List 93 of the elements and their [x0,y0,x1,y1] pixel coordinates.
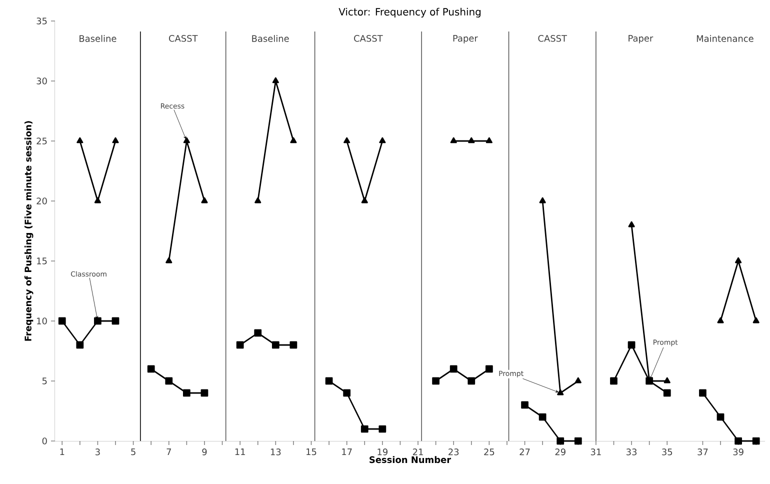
x-tick-label: 25 [484,448,494,456]
band-label: Baseline [80,35,116,42]
band-label: Paper [628,35,654,44]
chart-title: Victor: Frequency of Pushing [338,8,481,18]
band-label: Paper [453,35,478,44]
point [112,137,119,144]
point [538,413,546,421]
y-tick-label: 15 [37,258,47,264]
point [486,365,493,373]
y-tick-label: 5 [42,378,47,384]
x-tick-label: 9 [202,448,207,456]
point [468,137,475,144]
point [735,257,742,264]
point [343,389,351,397]
y-tick-label: 30 [36,78,47,84]
point [557,389,564,396]
point [272,341,280,349]
x-tick-label: 31 [590,448,601,456]
x-tick-label: 19 [378,448,388,456]
x-tick-label: 13 [270,448,281,456]
point [486,137,492,144]
point [556,437,564,445]
point [165,377,173,385]
point [166,257,172,264]
point [290,341,298,349]
point [147,365,155,373]
x-tick-label: 35 [662,448,672,456]
y-tick-label: 0 [42,438,47,444]
point [200,389,208,397]
point [574,377,582,384]
x-tick-label: 7 [166,448,171,456]
point [699,389,706,397]
point [521,401,528,409]
x-tick-label: 17 [342,448,352,456]
x-tick-label: 27 [520,448,530,456]
point [94,317,102,325]
x-tick-label: 39 [733,448,744,456]
point [734,437,742,445]
point [379,137,386,144]
y-tick-label: 25 [36,138,47,144]
point [717,317,724,324]
x-tick-label: 11 [235,448,245,456]
point [236,341,244,349]
point [201,197,208,204]
point [664,377,670,384]
point [112,317,120,325]
point [290,137,297,144]
point [450,365,458,373]
point [663,389,671,397]
point [361,197,368,204]
point [254,329,262,337]
point [378,425,386,433]
point [468,377,476,385]
point [432,377,440,385]
point [574,437,582,445]
band-label: CASST [168,35,198,42]
point [628,341,636,349]
point [752,317,760,324]
y-tick-label: 35 [36,18,47,24]
point [94,197,101,204]
point [76,341,84,349]
y-axis-title: Frequency of Pushing (Five minute session) [24,121,34,341]
point [450,137,457,144]
y-tick-label: 20 [36,198,47,204]
point [539,197,546,204]
point [344,137,350,144]
x-tick-label: 29 [555,448,566,456]
x-tick-label: 1 [60,448,64,456]
band-label: CASST [538,35,568,42]
y-tick-label: 10 [37,318,47,324]
x-tick-label: 21 [412,448,423,456]
point [325,377,333,385]
point [752,437,760,445]
x-axis-title: Session Number [370,456,452,464]
point [183,137,190,144]
band-label: Maintenance [696,35,754,42]
x-tick-label: 15 [306,448,316,456]
point [182,389,190,397]
x-tick-label: 3 [96,448,100,456]
x-tick-label: 23 [448,448,459,456]
band-label: CASST [354,35,383,42]
point [716,413,724,421]
point [628,221,635,228]
x-tick-label: 33 [626,448,637,456]
x-tick-label: 37 [698,448,708,456]
point [610,377,618,385]
point [360,425,368,433]
point [272,77,279,84]
x-tick-label: 5 [131,448,136,456]
point [58,317,66,325]
band-label: Baseline [252,35,289,42]
point [254,197,262,204]
point [76,137,84,144]
